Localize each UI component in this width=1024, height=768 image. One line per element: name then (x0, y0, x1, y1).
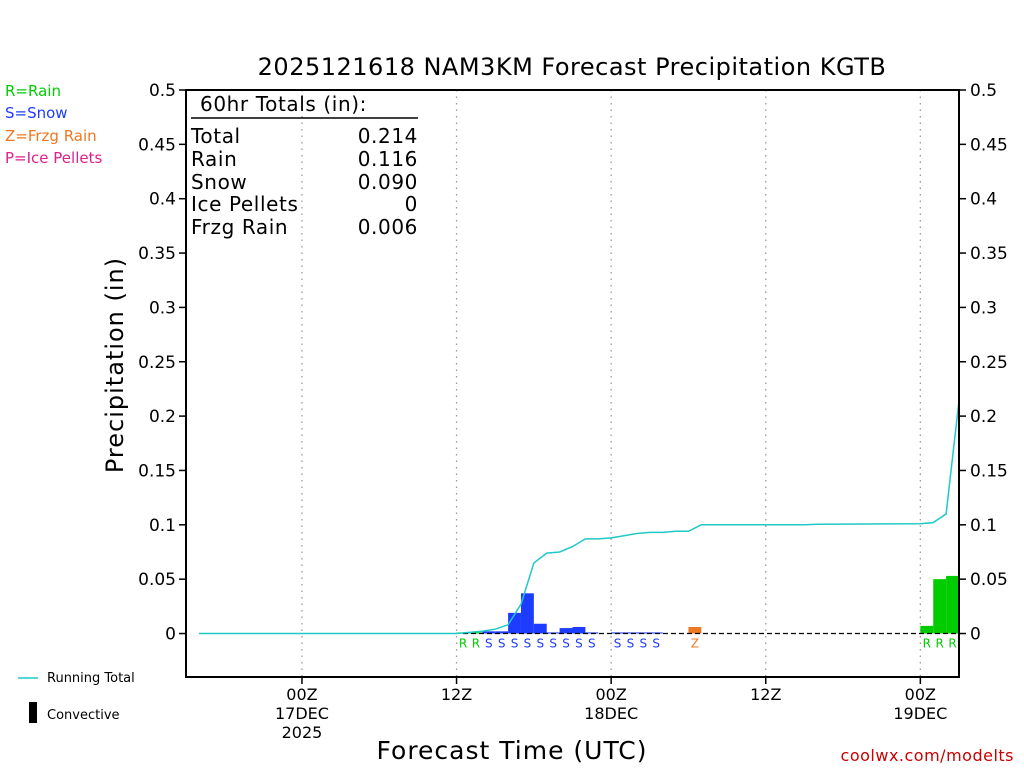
precip-type-label-5: S (524, 637, 532, 651)
legend-frzg-rain: Z=Frzg Rain (5, 127, 97, 145)
running-total-layer (198, 400, 960, 635)
precip-type-label-13: S (640, 637, 648, 651)
chart-title: 2025121618 NAM3KM Forecast Precipitation… (258, 53, 887, 81)
precip-type-label-7: S (549, 637, 557, 651)
legend-convective: Convective (47, 708, 120, 723)
y-tick-label-right-8: 0.4 (970, 190, 997, 210)
precip-type-label-15: Z (691, 637, 699, 651)
x-tick-label-2-0: 00Z (595, 685, 626, 704)
precip-bar-9 (572, 626, 586, 634)
totals-header: 60hr Totals (in): (200, 92, 367, 116)
precip-type-label-3: S (498, 637, 506, 651)
bar-layer (456, 575, 959, 634)
precip-bar-8 (559, 628, 573, 634)
running-total-line (198, 400, 960, 635)
totals-value-total: 0.214 (358, 124, 418, 148)
totals-label-ice-pellets: Ice Pellets (191, 192, 299, 216)
x-tick-label-0-2: 2025 (282, 723, 323, 742)
totals-label-rain: Rain (191, 147, 237, 171)
y-tick-label-left-6: 0.3 (149, 298, 176, 318)
y-tick-label-left-9: 0.45 (138, 135, 176, 155)
y-tick-label-right-2: 0.1 (970, 516, 997, 536)
y-tick-label-right-1: 0.05 (970, 570, 1008, 590)
precip-type-label-6: S (536, 637, 544, 651)
totals-value-rain: 0.116 (358, 147, 418, 171)
totals-value-frzg-rain: 0.006 (358, 215, 418, 239)
y-axis-label: Precipitation (in) (101, 257, 129, 473)
y-tick-label-right-5: 0.25 (970, 353, 1008, 373)
precip-bar-17 (933, 579, 947, 634)
y-tick-label-left-3: 0.15 (138, 461, 176, 481)
precip-bar-5 (520, 593, 534, 634)
y-tick-label-left-7: 0.35 (138, 244, 176, 264)
totals-label-snow: Snow (191, 170, 247, 194)
y-tick-label-left-2: 0.1 (149, 516, 176, 536)
legend-snow: S=Snow (5, 104, 68, 122)
y-tick-label-left-10: 0.5 (149, 81, 176, 101)
totals-label-frzg-rain: Frzg Rain (191, 215, 288, 239)
y-tick-label-left-5: 0.25 (138, 353, 176, 373)
precip-bar-3 (495, 631, 509, 634)
precip-type-label-12: S (627, 637, 635, 651)
legend-convective-swatch (29, 702, 37, 723)
x-tick-label-1-0: 12Z (441, 685, 472, 704)
precip-type-legend: R=Rain S=Snow Z=Frzg Rain P=Ice Pellets (5, 82, 102, 167)
precip-bar-15 (688, 626, 702, 634)
x-tick-label-4-1: 19DEC (893, 704, 947, 723)
y-tick-label-left-8: 0.4 (149, 190, 176, 210)
y-tick-label-left-4: 0.2 (149, 407, 176, 427)
x-tick-label-0-1: 17DEC (275, 704, 329, 723)
grid-layer (301, 90, 921, 677)
y-tick-label-right-9: 0.45 (970, 135, 1008, 155)
precip-bar-18 (946, 575, 959, 634)
y-tick-label-right-7: 0.35 (970, 244, 1008, 264)
precip-type-label-1: R (472, 637, 480, 651)
precip-type-label-10: S (588, 637, 596, 651)
precip-bar-16 (920, 625, 934, 634)
precip-bar-4 (508, 612, 521, 634)
y-tick-label-right-10: 0.5 (970, 81, 997, 101)
y-tick-label-right-0: 0 (970, 625, 981, 645)
totals-value-ice-pellets: 0 (405, 192, 418, 216)
x-tick-label-2-1: 18DEC (584, 704, 638, 723)
precip-type-label-4: S (511, 637, 519, 651)
x-tick-label-0-0: 00Z (286, 685, 317, 704)
y-tick-label-right-4: 0.2 (970, 407, 997, 427)
precip-type-label-8: S (562, 637, 570, 651)
precip-type-label-17: R (936, 637, 944, 651)
precip-type-label-0: R (459, 637, 467, 651)
plot-frame (185, 89, 960, 678)
legend-ice-pellets: P=Ice Pellets (5, 149, 102, 167)
credit-text: coolwx.com/modelts (841, 746, 1014, 765)
precip-bar-12 (624, 632, 637, 634)
legend-running-total: Running Total (47, 671, 135, 686)
precip-bar-6 (533, 623, 547, 634)
x-axis-label: Forecast Time (UTC) (377, 736, 648, 765)
y-axis-ticks: 0 0 0.05 0.05 0.1 0.1 0.15 0.15 0.2 0.2 0.25 0.25 0.… (138, 81, 1008, 645)
precip-bar-2 (482, 631, 496, 634)
precip-type-label-14: S (652, 637, 660, 651)
precip-type-label-2: S (485, 637, 493, 651)
y-tick-label-left-1: 0.05 (138, 570, 176, 590)
totals-value-snow: 0.090 (358, 170, 418, 194)
legend-rain: R=Rain (5, 82, 61, 100)
y-tick-label-right-6: 0.3 (970, 298, 997, 318)
precip-type-label-9: S (575, 637, 583, 651)
totals-label-total: Total (190, 124, 241, 148)
precip-type-label-11: S (614, 637, 622, 651)
x-tick-label-4-0: 00Z (905, 685, 936, 704)
y-tick-label-right-3: 0.15 (970, 461, 1008, 481)
y-tick-label-left-0: 0 (165, 625, 176, 645)
precip-type-label-18: R (948, 637, 956, 651)
totals-box: 60hr Totals (in): Total 0.214 Rain 0.116… (190, 92, 418, 239)
x-tick-label-3-0: 12Z (750, 685, 781, 704)
series-legend: Running Total Convective (18, 671, 135, 723)
precip-type-label-16: R (923, 637, 931, 651)
